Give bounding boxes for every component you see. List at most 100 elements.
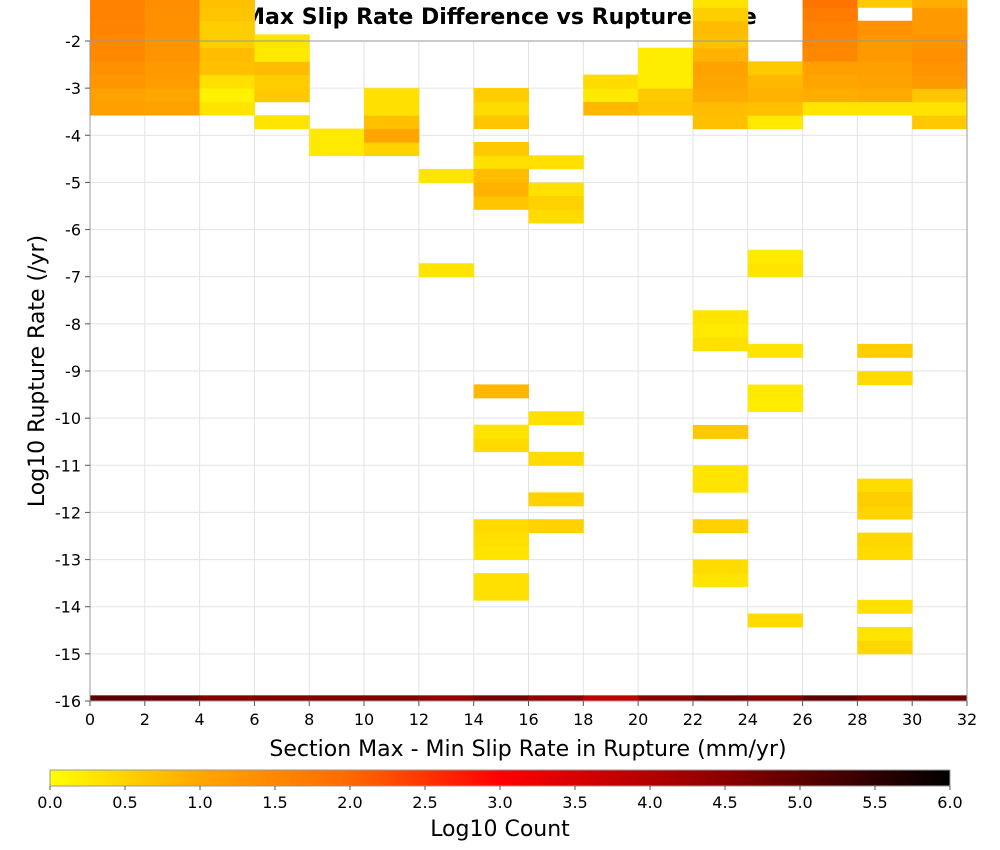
heatmap-cell bbox=[802, 88, 858, 103]
colorbar-tick-label: 0.0 bbox=[37, 793, 62, 812]
heatmap-cell bbox=[692, 424, 749, 439]
heatmap-cell bbox=[857, 640, 913, 655]
heatmap-cell bbox=[802, 695, 858, 701]
heatmap-cell bbox=[638, 47, 694, 62]
heatmap-cell bbox=[473, 168, 529, 183]
x-tick-label: 22 bbox=[683, 710, 703, 729]
heatmap-cell bbox=[364, 142, 420, 157]
y-tick-label: -15 bbox=[55, 645, 81, 664]
heatmap-cell bbox=[90, 74, 146, 89]
x-tick-label: 30 bbox=[902, 710, 922, 729]
heatmap-cell bbox=[473, 155, 529, 170]
heatmap-cell bbox=[144, 101, 201, 116]
heatmap-cell bbox=[90, 0, 146, 8]
heatmap-cell bbox=[857, 74, 913, 89]
colorbar-tick-label: 4.5 bbox=[712, 793, 737, 812]
heatmap-cell bbox=[857, 546, 913, 561]
heatmap-cell bbox=[692, 310, 749, 325]
heatmap-cell bbox=[802, 0, 858, 8]
heatmap-cell bbox=[364, 115, 420, 130]
y-tick-label: -6 bbox=[65, 221, 81, 240]
heatmap-cell bbox=[692, 7, 749, 22]
y-tick-label: -9 bbox=[65, 362, 81, 381]
heatmap-cell bbox=[692, 337, 749, 352]
heatmap-cell bbox=[364, 128, 420, 143]
heatmap-cell bbox=[364, 695, 420, 701]
heatmap-cell bbox=[638, 101, 694, 116]
heatmap-cell bbox=[418, 695, 475, 701]
heatmap-cell bbox=[912, 7, 968, 22]
colorbar-tick-label: 5.5 bbox=[862, 793, 887, 812]
heatmap-cell bbox=[254, 115, 310, 130]
y-tick-label: -7 bbox=[65, 268, 81, 287]
colorbar-tick-label: 2.0 bbox=[337, 793, 362, 812]
heatmap-cell bbox=[418, 263, 475, 278]
heatmap-cell bbox=[857, 0, 913, 8]
y-axis-ticks: -2 -3 -4 -5 -6 -7 -8 -9 -10 -11 -12 -13 -14 -15 -16 bbox=[55, 32, 90, 711]
heatmap-cell bbox=[912, 20, 968, 35]
heatmap-cell bbox=[747, 115, 804, 130]
heatmap-cell bbox=[144, 0, 201, 8]
heatmap-cell bbox=[473, 384, 529, 399]
heatmap-cell bbox=[528, 411, 584, 426]
heatmap-cell bbox=[199, 47, 255, 62]
heatmap-cell bbox=[747, 101, 804, 116]
heatmap-cell bbox=[638, 74, 694, 89]
y-tick-label: -12 bbox=[55, 503, 81, 522]
colorbar-tick-label: 3.5 bbox=[562, 793, 587, 812]
x-tick-label: 6 bbox=[249, 710, 259, 729]
heatmap-cell bbox=[692, 695, 749, 701]
colorbar-ticks: 0.0 0.5 1.0 1.5 2.0 2.5 3.0 3.5 4.0 4.5 5.0 5.5 6.0 bbox=[37, 786, 963, 812]
heatmap-cell bbox=[747, 88, 804, 103]
heatmap-cell bbox=[309, 128, 365, 143]
heatmap-cell bbox=[692, 88, 749, 103]
heatmap-cell bbox=[692, 478, 749, 493]
heatmap-cell bbox=[473, 573, 529, 588]
heatmap-cell bbox=[90, 47, 146, 62]
heatmap-cell bbox=[473, 586, 529, 601]
heatmap-cell bbox=[90, 695, 146, 701]
chart-title: Max Slip Rate Difference vs Rupture Rate bbox=[243, 5, 757, 30]
heatmap-cell bbox=[638, 695, 694, 701]
heatmap-cell bbox=[528, 155, 584, 170]
heatmap-cell bbox=[528, 182, 584, 197]
heatmap-cell bbox=[747, 343, 804, 358]
heatmap-cell bbox=[747, 695, 804, 701]
heatmap-cell bbox=[692, 0, 749, 8]
x-tick-label: 0 bbox=[85, 710, 95, 729]
colorbar-tick-label: 4.0 bbox=[637, 793, 662, 812]
y-tick-label: -10 bbox=[55, 409, 81, 428]
heatmap-cell bbox=[857, 371, 913, 386]
heatmap-cell bbox=[912, 88, 968, 103]
heatmap-cell bbox=[254, 695, 310, 701]
heatmap-cell bbox=[528, 196, 584, 211]
heatmap-cell bbox=[692, 61, 749, 76]
colorbar-tick-label: 0.5 bbox=[112, 793, 137, 812]
heatmap-cell bbox=[473, 546, 529, 561]
x-tick-label: 20 bbox=[628, 710, 648, 729]
heatmap-cell bbox=[473, 182, 529, 197]
colorbar-tick-label: 6.0 bbox=[937, 793, 962, 812]
heatmap-cell bbox=[473, 532, 529, 547]
heatmap-cell bbox=[254, 88, 310, 103]
heatmap-cell bbox=[583, 101, 639, 116]
x-tick-label: 28 bbox=[847, 710, 867, 729]
heatmap-cell bbox=[144, 7, 201, 22]
x-axis-title: Section Max - Min Slip Rate in Rupture (… bbox=[269, 737, 786, 762]
heatmap-cell bbox=[418, 168, 475, 183]
heatmap-cell bbox=[692, 115, 749, 130]
heatmap-cell bbox=[747, 263, 804, 278]
heatmap-cell bbox=[583, 695, 639, 701]
y-tick-label: -2 bbox=[65, 32, 81, 51]
heatmap-cell bbox=[473, 88, 529, 103]
heatmap-cell bbox=[747, 74, 804, 89]
heatmap-cell bbox=[802, 101, 858, 116]
heatmap-cell bbox=[857, 20, 913, 35]
heatmap-cell bbox=[747, 398, 804, 413]
heatmap-cell bbox=[802, 47, 858, 62]
heatmap-cell bbox=[857, 101, 913, 116]
heatmap-cell bbox=[802, 61, 858, 76]
heatmap-cell bbox=[912, 47, 968, 62]
heatmap-cell bbox=[528, 695, 584, 701]
